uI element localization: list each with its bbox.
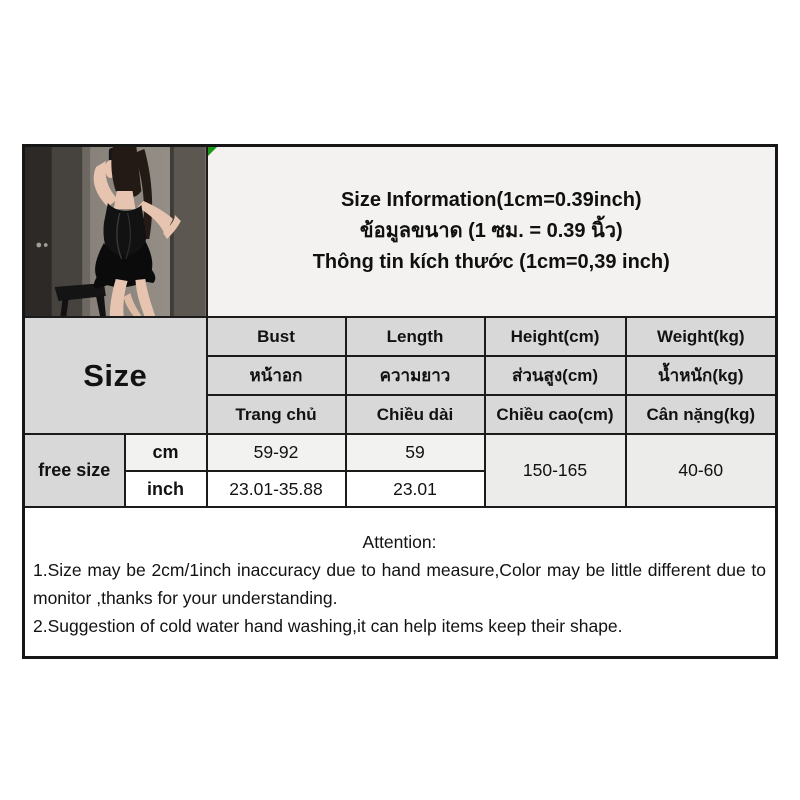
size-info-title-block: Size Information(1cm=0.39inch) ข้อมูลขนา…	[205, 144, 778, 318]
col-header-length-vi: Chiều dài	[344, 394, 486, 435]
product-photo-illustration	[25, 147, 205, 316]
value-bust-cm: 59-92	[205, 433, 347, 472]
unit-cm-label: cm	[123, 433, 208, 472]
attention-note-2: 2.Suggestion of cold water hand washing,…	[33, 615, 623, 636]
attention-heading: Attention:	[362, 531, 437, 552]
title-vietnamese: Thông tin kích thước (1cm=0,39 inch)	[312, 251, 670, 273]
size-information-table: Size Information(1cm=0.39inch) ข้อมูลขนา…	[22, 144, 779, 659]
value-bust-inch: 23.01-35.88	[205, 470, 347, 508]
col-header-length-en: Length	[344, 316, 486, 357]
value-length-inch: 23.01	[344, 470, 486, 508]
col-header-weight-en: Weight(kg)	[624, 316, 778, 357]
product-photo	[22, 144, 208, 318]
table-corner-size-label: Size	[22, 316, 208, 435]
col-header-bust-th: หน้าอก	[205, 355, 347, 396]
col-header-bust-en: Bust	[205, 316, 347, 357]
attention-notes-section: Attention: 1.Size may be 2cm/1inch inacc…	[22, 506, 778, 658]
col-header-height-th: ส่วนสูง(cm)	[483, 355, 627, 396]
attention-note-1: 1.Size may be 2cm/1inch inaccuracy due t…	[33, 559, 767, 608]
col-header-bust-vi: Trang chủ	[205, 394, 347, 435]
title-english: Size Information(1cm=0.39inch)	[340, 189, 642, 211]
value-length-cm: 59	[344, 433, 486, 472]
col-header-height-vi: Chiều cao(cm)	[483, 394, 627, 435]
col-header-height-en: Height(cm)	[483, 316, 627, 357]
cell-corner-marker-icon	[208, 147, 217, 156]
col-header-length-th: ความยาว	[344, 355, 486, 396]
row-label-free-size: free size	[22, 433, 126, 508]
value-weight-range: 40-60	[624, 433, 778, 508]
col-header-weight-th: น้ำหนัก(kg)	[624, 355, 778, 396]
title-thai: ข้อมูลขนาด (1 ซม. = 0.39 นิ้ว)	[359, 220, 623, 242]
unit-inch-label: inch	[123, 470, 208, 508]
col-header-weight-vi: Cân nặng(kg)	[624, 394, 778, 435]
value-height-range: 150-165	[483, 433, 627, 508]
